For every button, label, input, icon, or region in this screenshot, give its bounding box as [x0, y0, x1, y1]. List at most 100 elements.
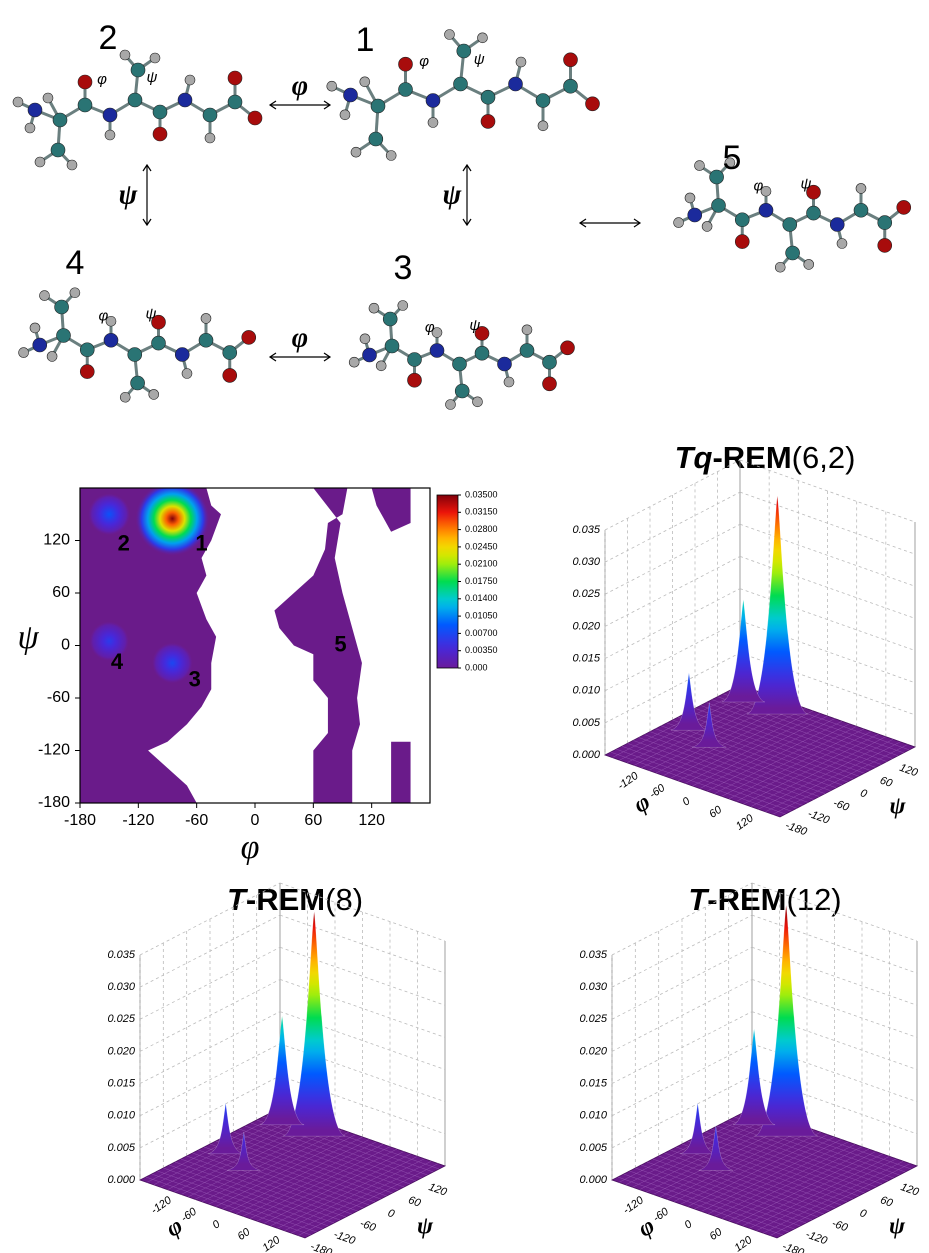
panel-title: Tq-REM(6,2): [675, 440, 856, 475]
molecule: [674, 158, 911, 273]
atom: [185, 75, 195, 85]
z-tick-label: 0.000: [579, 1174, 607, 1186]
atom: [473, 397, 483, 407]
atom: [454, 77, 468, 91]
atom: [371, 99, 385, 113]
surface-plot: [140, 883, 445, 1238]
atom: [120, 392, 130, 402]
atom: [564, 53, 578, 67]
atom: [327, 81, 337, 91]
atom: [398, 301, 408, 311]
atom: [363, 348, 377, 362]
atom: [586, 97, 600, 111]
atom: [759, 203, 773, 217]
atom: [695, 161, 705, 171]
atom: [152, 336, 166, 350]
atom: [481, 114, 495, 128]
region-label: 5: [334, 631, 346, 656]
phi-label: φ: [97, 71, 107, 88]
surface-peak: [722, 600, 765, 702]
atom: [248, 111, 262, 125]
atom: [53, 113, 67, 127]
atom: [349, 357, 359, 367]
atom: [430, 344, 444, 358]
x-tick-label: -60: [651, 1205, 672, 1224]
y-tick-label: 120: [899, 1181, 921, 1199]
x-tick-label: -60: [647, 782, 668, 801]
atom: [30, 323, 40, 333]
atom: [67, 160, 77, 170]
atom: [445, 30, 455, 40]
atom: [131, 376, 145, 390]
atom: [543, 355, 557, 369]
atom: [182, 369, 192, 379]
atom: [51, 143, 65, 157]
molecule: [13, 50, 262, 170]
phi-label: φ: [754, 177, 764, 194]
atom: [228, 71, 242, 85]
atom: [399, 57, 413, 71]
atom: [786, 246, 800, 260]
atom: [201, 313, 211, 323]
atom: [453, 357, 467, 371]
atom: [536, 94, 550, 108]
z-tick-label: 0.010: [579, 1110, 607, 1122]
atom: [80, 365, 94, 379]
atom: [564, 79, 578, 93]
atom: [854, 203, 868, 217]
y-axis-label: ψ: [17, 619, 39, 656]
atom: [78, 75, 92, 89]
atom: [516, 57, 526, 67]
contour-plot: [80, 482, 430, 803]
y-tick-label: 0: [859, 787, 870, 801]
x-tick-label: 120: [260, 1234, 283, 1253]
atom: [399, 83, 413, 97]
atom: [150, 53, 160, 63]
z-tick-label: 0.005: [579, 1142, 607, 1154]
atom: [674, 218, 684, 228]
grid-line: [140, 947, 280, 1019]
x-tick-label: -60: [185, 812, 208, 829]
x-tick-label: 60: [304, 812, 322, 829]
atom: [369, 303, 379, 313]
z-tick-label: 0.030: [579, 981, 607, 993]
y-tick-label: 120: [43, 532, 70, 549]
phi-label: φ: [419, 53, 429, 70]
atom: [175, 348, 189, 362]
psi-label: ψ: [469, 317, 480, 334]
phi-label: φ: [99, 307, 109, 324]
atom: [369, 132, 383, 146]
y-tick-label: 120: [427, 1181, 449, 1199]
colorbar-tick-label: 0.02800: [465, 524, 498, 534]
atom: [47, 351, 57, 361]
atom: [203, 108, 217, 122]
atom: [504, 377, 514, 387]
atom: [70, 288, 80, 298]
atom: [685, 193, 695, 203]
atom: [426, 94, 440, 108]
atom: [153, 127, 167, 141]
atom: [104, 333, 118, 347]
y-axis-label: ψ: [417, 1214, 434, 1240]
atom: [509, 77, 523, 91]
surface-plot: [605, 460, 915, 817]
atom: [178, 93, 192, 107]
colorbar-tick-label: 0.00700: [465, 628, 498, 638]
atom: [428, 118, 438, 128]
x-tick-label: 120: [734, 812, 757, 833]
colorbar-tick-label: 0.01050: [465, 610, 498, 620]
surface-plot: [612, 883, 917, 1238]
z-tick-label: 0.020: [579, 1045, 607, 1057]
colorbar-tick-label: 0.000: [465, 662, 488, 672]
x-tick-label: -120: [621, 1194, 647, 1217]
colorbar-tick-label: 0.02100: [465, 559, 498, 569]
y-tick-label: -180: [309, 1241, 335, 1253]
atom: [376, 361, 386, 371]
atom: [223, 346, 237, 360]
atom: [481, 90, 495, 104]
atom: [455, 384, 469, 398]
surface-peak: [755, 905, 818, 1136]
atom: [475, 346, 489, 360]
transition-label: φ: [292, 70, 308, 101]
x-tick-label: 0: [251, 812, 260, 829]
